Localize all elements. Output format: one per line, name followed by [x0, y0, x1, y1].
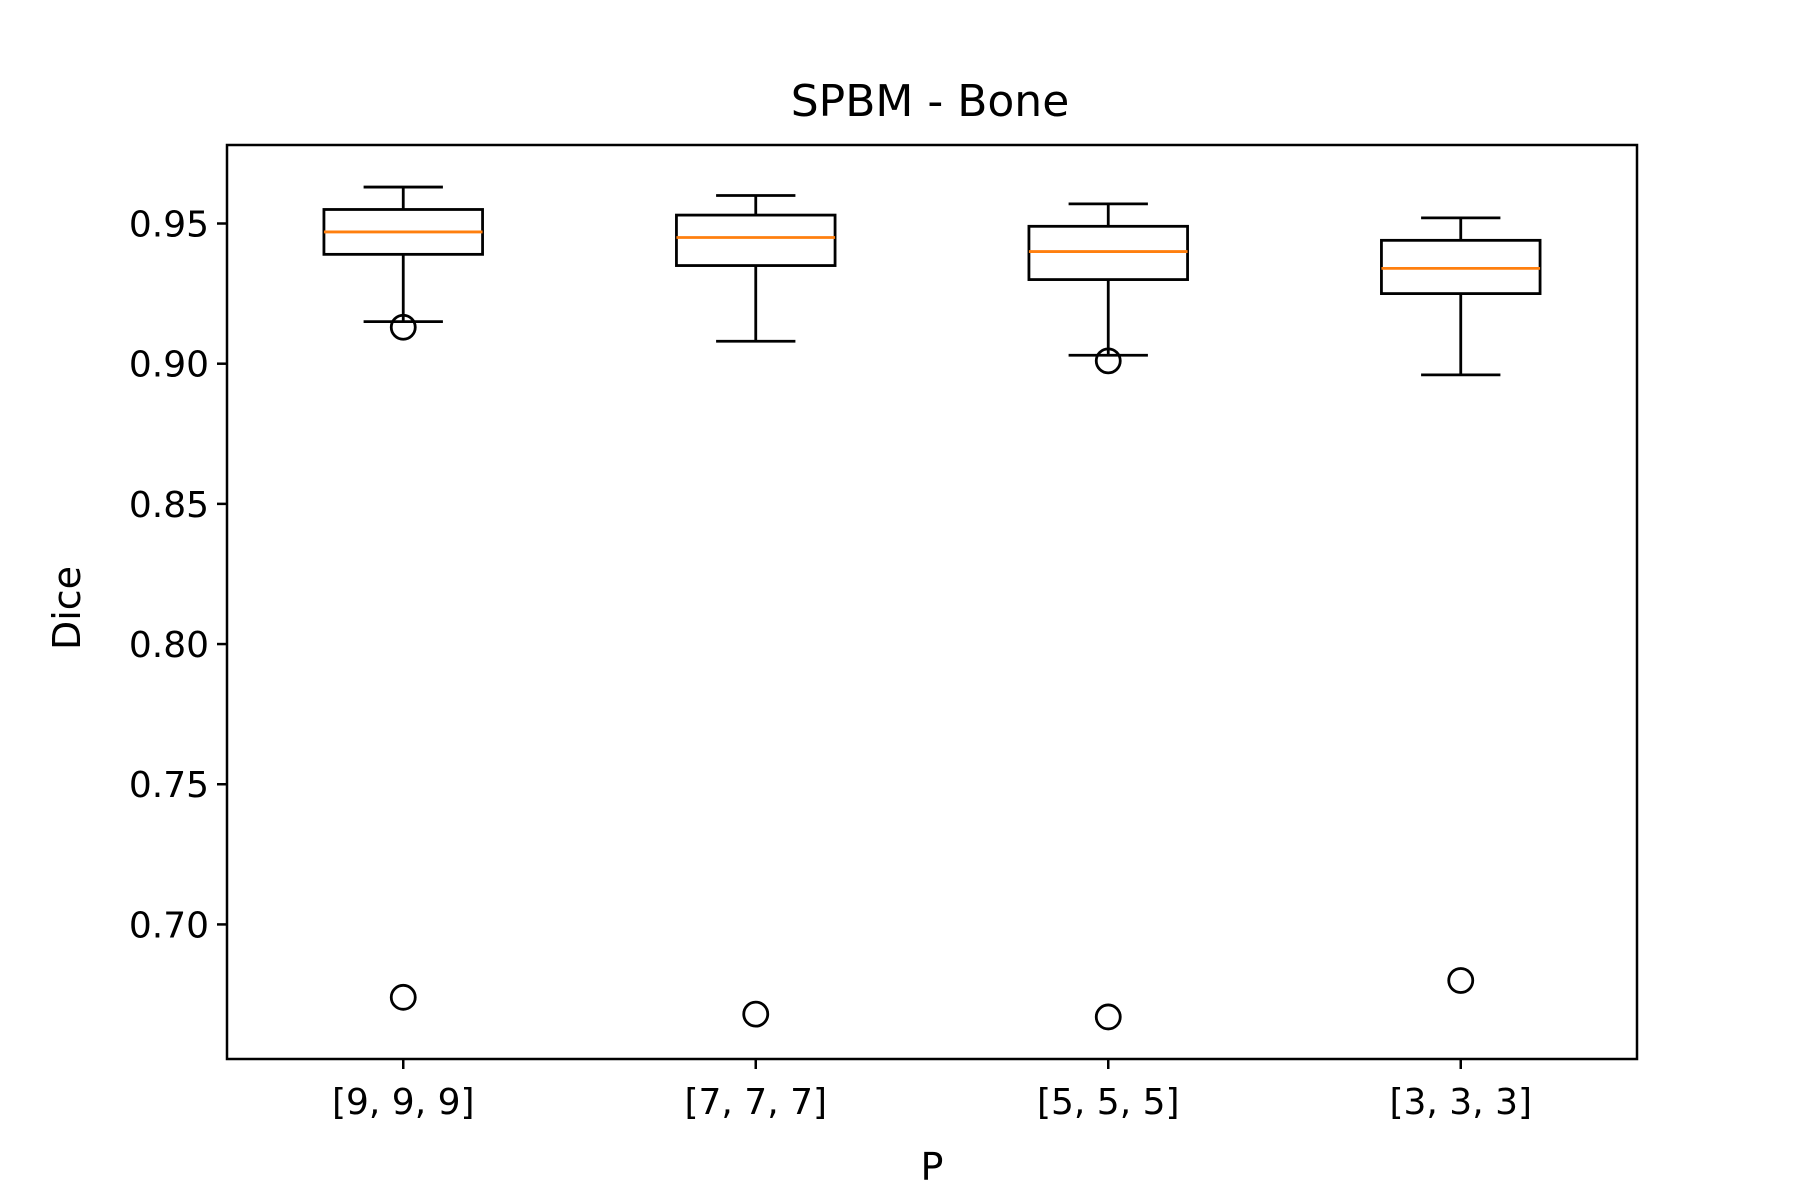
box-series [322, 185, 1542, 1031]
outlier-point [389, 983, 417, 1011]
y-tick-label: 0.75 [129, 765, 209, 806]
plot-frame [225, 143, 1639, 1061]
outlier-point [1447, 967, 1475, 994]
box-1 [322, 185, 484, 1011]
y-axis-label: Dice [45, 566, 89, 650]
x-axis: [9, 9, 9] [7, 7, 7] [5, 5, 5] [3, 3, 3] [332, 1059, 1532, 1123]
x-tick-label: [7, 7, 7] [684, 1082, 827, 1123]
iqr-box [1380, 238, 1542, 295]
box-3 [1027, 202, 1189, 1031]
y-tick-label: 0.90 [129, 345, 209, 386]
iqr-box [675, 213, 837, 267]
x-axis-label: P [921, 1145, 944, 1189]
outlier-point [1094, 347, 1122, 375]
box-2 [675, 194, 837, 1028]
y-axis: 0.70 0.75 0.80 0.85 0.90 0.95 [129, 205, 227, 946]
box-4 [1380, 216, 1542, 994]
x-tick-label: [9, 9, 9] [332, 1082, 475, 1123]
y-tick-label: 0.80 [129, 625, 209, 666]
chart-title: SPBM - Bone [791, 76, 1070, 127]
outlier-point [389, 313, 417, 341]
outlier-point [1094, 1003, 1122, 1031]
y-tick-label: 0.70 [129, 905, 209, 946]
x-tick-label: [5, 5, 5] [1037, 1082, 1180, 1123]
iqr-box [1027, 224, 1189, 281]
y-tick-label: 0.95 [129, 205, 209, 246]
outlier-point [742, 1000, 770, 1028]
y-tick-label: 0.85 [129, 485, 209, 526]
x-tick-label: [3, 3, 3] [1389, 1082, 1532, 1123]
